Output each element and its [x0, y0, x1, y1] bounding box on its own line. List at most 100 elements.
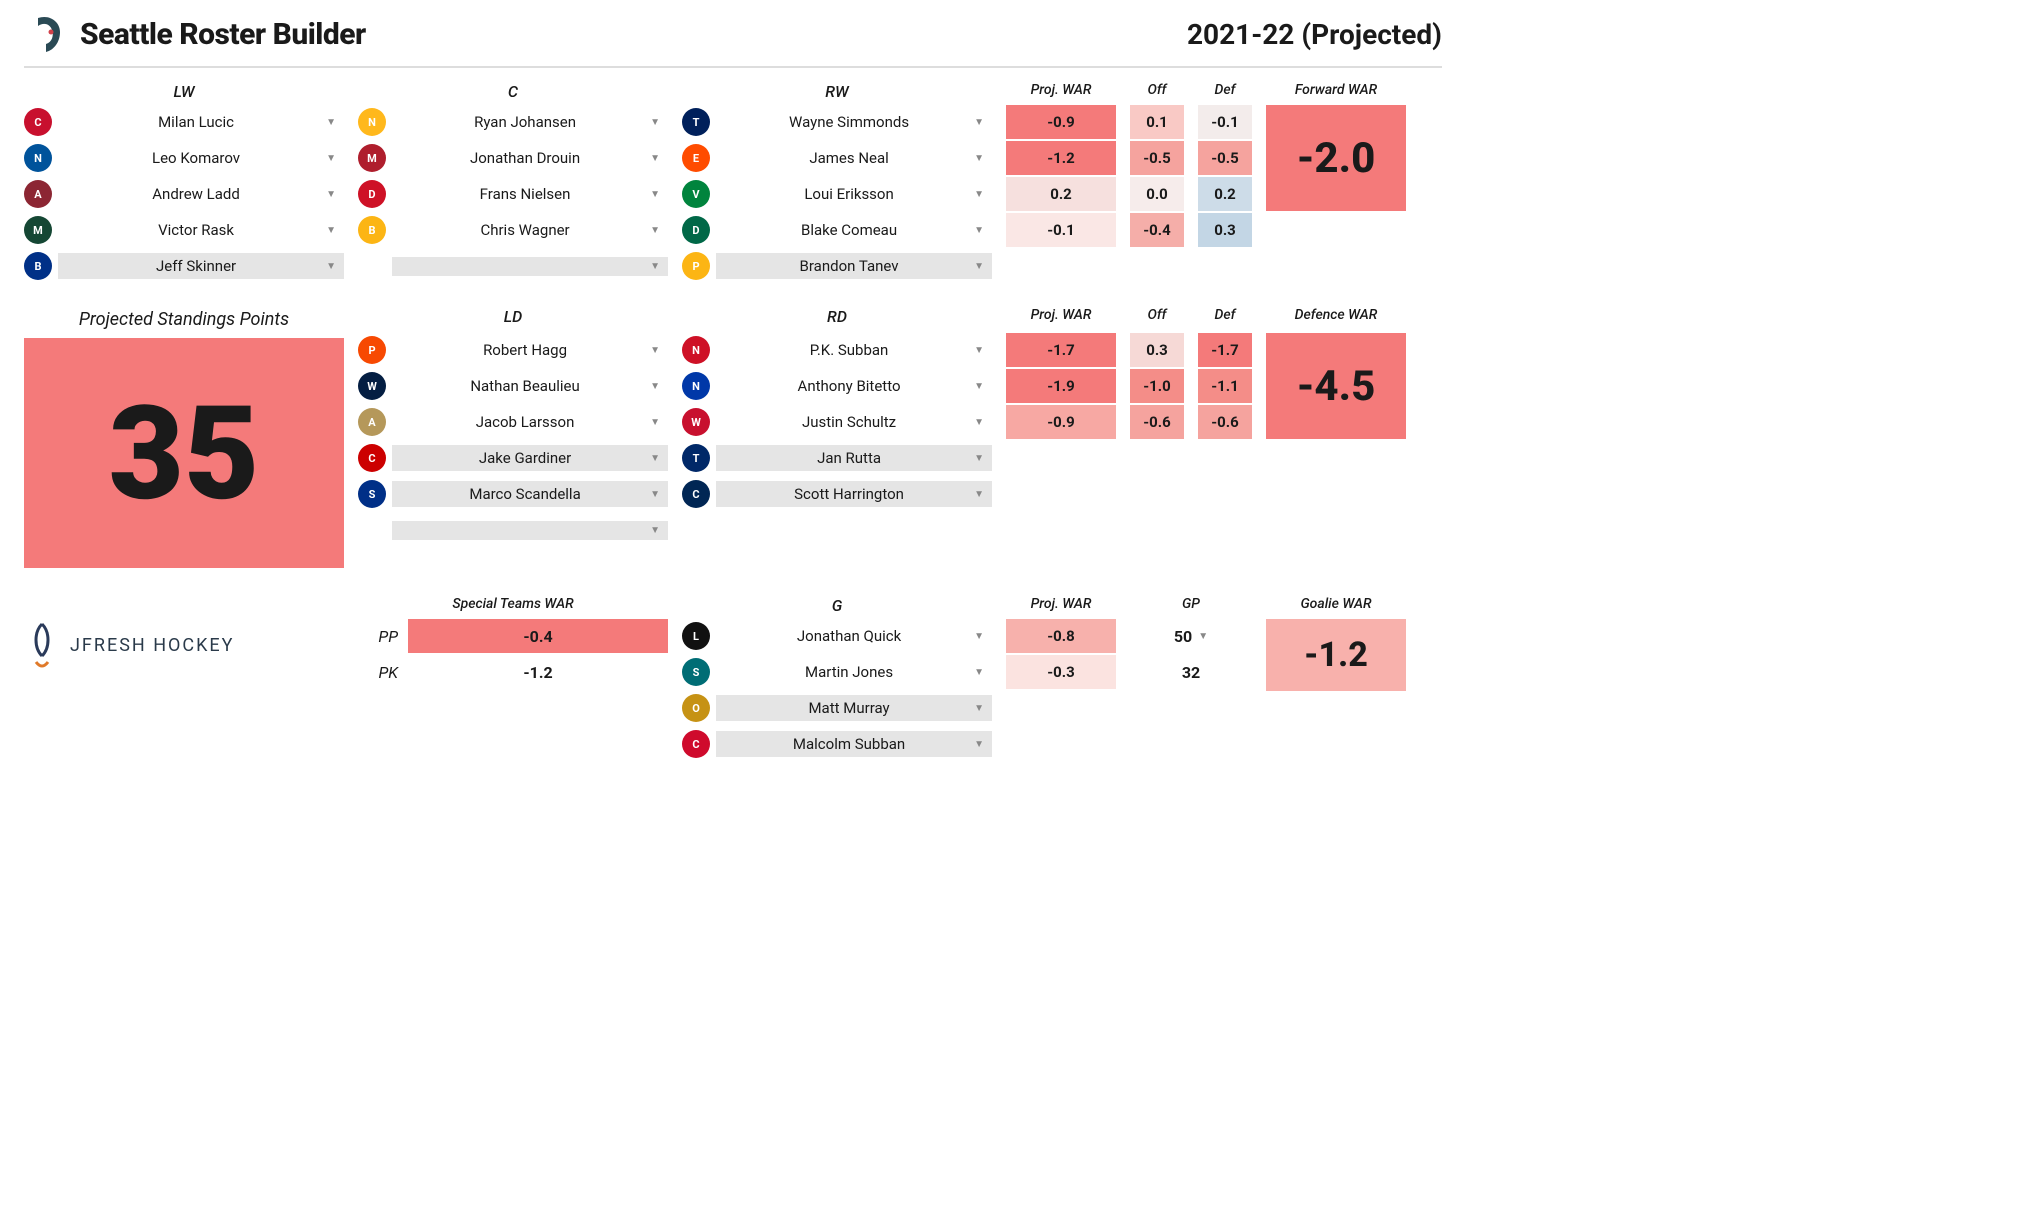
team-icon: D	[682, 216, 710, 244]
col-header-st: Special Teams WAR	[358, 590, 668, 619]
gp-cell[interactable]: 50▼	[1130, 619, 1252, 653]
player-row: WJustin Schultz▼	[682, 405, 992, 439]
player-name: Martin Jones	[724, 663, 974, 681]
chevron-down-icon: ▼	[326, 261, 336, 272]
player-row: PRobert Hagg▼	[358, 333, 668, 367]
player-select[interactable]: Anthony Bitetto▼	[716, 373, 992, 399]
player-select[interactable]: Wayne Simmonds▼	[716, 109, 992, 135]
col-header-off: Off	[1130, 76, 1184, 105]
player-name: Chris Wagner	[400, 221, 650, 239]
team-icon: A	[24, 180, 52, 208]
player-select[interactable]: Jeff Skinner▼	[58, 253, 344, 279]
player-select[interactable]: ▼	[392, 521, 668, 540]
player-select[interactable]: Matt Murray▼	[716, 695, 992, 721]
player-row: DFrans Nielsen▼	[358, 177, 668, 211]
player-select[interactable]: Jacob Larsson▼	[392, 409, 668, 435]
player-select[interactable]: Malcolm Subban▼	[716, 731, 992, 757]
player-row: AJacob Larsson▼	[358, 405, 668, 439]
chevron-down-icon: ▼	[650, 225, 660, 236]
player-select[interactable]: Marco Scandella▼	[392, 481, 668, 507]
player-select[interactable]: Jake Gardiner▼	[392, 445, 668, 471]
player-name: Milan Lucic	[66, 113, 326, 131]
lw-column: CMilan Lucic▼NLeo Komarov▼AAndrew Ladd▼M…	[24, 105, 344, 283]
rw-column: TWayne Simmonds▼EJames Neal▼VLoui Erikss…	[682, 105, 992, 283]
stat-cell: -0.6	[1198, 405, 1252, 439]
team-icon: V	[682, 180, 710, 208]
player-name: Jacob Larsson	[400, 413, 650, 431]
chevron-down-icon: ▼	[974, 225, 984, 236]
col-header-ld: LD	[358, 301, 668, 333]
player-select[interactable]: ▼	[392, 257, 668, 276]
player-select[interactable]: Blake Comeau▼	[716, 217, 992, 243]
col-header-c: C	[358, 76, 668, 105]
player-name: Scott Harrington	[724, 485, 974, 503]
team-icon: S	[682, 658, 710, 686]
gp-value: 50	[1174, 627, 1192, 646]
player-row: LJonathan Quick▼	[682, 619, 992, 653]
player-select[interactable]: Leo Komarov▼	[58, 145, 344, 171]
player-select[interactable]: Nathan Beaulieu▼	[392, 373, 668, 399]
stat-cell: -0.9	[1006, 105, 1116, 139]
player-select[interactable]: Jonathan Quick▼	[716, 623, 992, 649]
player-select[interactable]: Ryan Johansen▼	[392, 109, 668, 135]
chevron-down-icon: ▼	[650, 117, 660, 128]
player-row: OMatt Murray▼	[682, 691, 992, 725]
player-select[interactable]: Justin Schultz▼	[716, 409, 992, 435]
player-select[interactable]: Brandon Tanev▼	[716, 253, 992, 279]
player-select[interactable]: Frans Nielsen▼	[392, 181, 668, 207]
player-select[interactable]: Scott Harrington▼	[716, 481, 992, 507]
team-icon: C	[358, 444, 386, 472]
team-icon: L	[682, 622, 710, 650]
special-teams-col: PP -0.4 PK -1.2	[358, 619, 668, 761]
kraken-logo-icon	[24, 12, 68, 56]
pp-value: -0.4	[408, 619, 668, 653]
player-select[interactable]: Chris Wagner▼	[392, 217, 668, 243]
player-select[interactable]: P.K. Subban▼	[716, 337, 992, 363]
player-select[interactable]: Milan Lucic▼	[58, 109, 344, 135]
chevron-down-icon: ▼	[974, 453, 984, 464]
player-select[interactable]: Andrew Ladd▼	[58, 181, 344, 207]
pp-label: PP	[358, 627, 408, 646]
chevron-down-icon: ▼	[974, 489, 984, 500]
player-row: ▼	[358, 249, 668, 283]
fwd-projwar-column: -0.9-1.20.2-0.1	[1006, 105, 1116, 283]
team-icon: P	[358, 336, 386, 364]
stat-cell: -0.5	[1130, 141, 1184, 175]
team-icon: O	[682, 694, 710, 722]
stat-cell: -0.6	[1130, 405, 1184, 439]
team-icon: N	[24, 144, 52, 172]
player-select[interactable]: Jonathan Drouin▼	[392, 145, 668, 171]
chevron-down-icon: ▼	[974, 117, 984, 128]
player-select[interactable]: Robert Hagg▼	[392, 337, 668, 363]
player-select[interactable]: Victor Rask▼	[58, 217, 344, 243]
player-name: P.K. Subban	[724, 341, 974, 359]
pp-row: PP -0.4	[358, 619, 668, 653]
standings-wrapper: Projected Standings Points 35	[24, 301, 344, 568]
page-title: Seattle Roster Builder	[80, 17, 366, 52]
col-header-def-d: Def	[1198, 301, 1252, 333]
pk-value: -1.2	[408, 655, 668, 689]
player-name: Matt Murray	[724, 699, 974, 717]
col-header-gp: GP	[1130, 590, 1252, 619]
ld-column: PRobert Hagg▼WNathan Beaulieu▼AJacob Lar…	[358, 333, 668, 568]
player-select[interactable]: Martin Jones▼	[716, 659, 992, 685]
brand-text: JFRESH HOCKEY	[70, 635, 234, 656]
player-select[interactable]: James Neal▼	[716, 145, 992, 171]
player-row: SMartin Jones▼	[682, 655, 992, 689]
team-icon: M	[358, 144, 386, 172]
player-row: CMalcolm Subban▼	[682, 727, 992, 761]
stat-cell: 0.2	[1006, 177, 1116, 211]
player-select[interactable]: Loui Eriksson▼	[716, 181, 992, 207]
player-row: ▼	[358, 513, 668, 547]
def-projwar-column: -1.7-1.9-0.9	[1006, 333, 1116, 568]
chevron-down-icon: ▼	[974, 667, 984, 678]
stat-cell: 0.1	[1130, 105, 1184, 139]
player-name: Loui Eriksson	[724, 185, 974, 203]
player-row: AAndrew Ladd▼	[24, 177, 344, 211]
player-select[interactable]: Jan Rutta▼	[716, 445, 992, 471]
player-name: Leo Komarov	[66, 149, 326, 167]
g-column: LJonathan Quick▼SMartin Jones▼OMatt Murr…	[682, 619, 992, 761]
team-icon: N	[682, 372, 710, 400]
player-row: TWayne Simmonds▼	[682, 105, 992, 139]
chevron-down-icon: ▼	[326, 153, 336, 164]
